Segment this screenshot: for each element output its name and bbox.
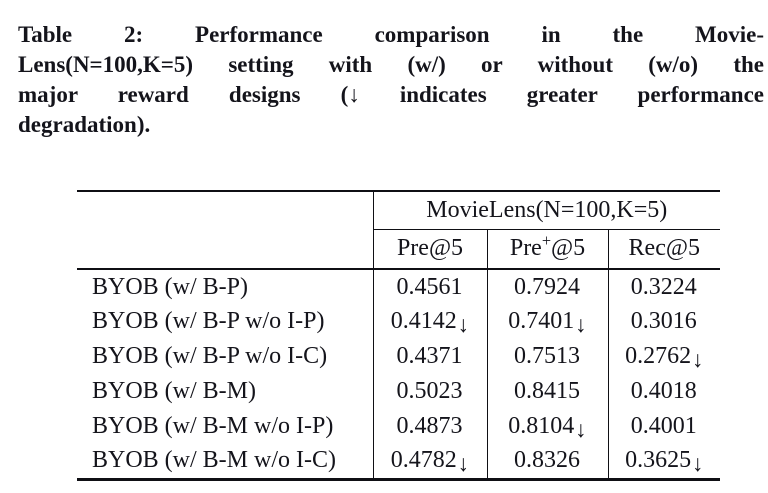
metric-value-cell: 0.4142↓ <box>372 304 487 339</box>
metric-header-row: Pre@5 Pre+@5 Rec@5 <box>77 229 721 270</box>
metric-value-cell: 0.7924 <box>486 269 608 304</box>
down-arrow: ↓ <box>457 451 470 477</box>
column-header-pre5: Pre@5 <box>372 229 487 270</box>
metric-value-cell: 0.2762↓ <box>607 339 721 374</box>
metric-value-cell: 0.4782↓ <box>372 444 487 479</box>
metric-value-cell: 0.5023 <box>372 374 487 409</box>
metric-value: 0.3625 <box>625 447 692 474</box>
caption-line-3: major reward designs (↓ indicates greate… <box>18 82 764 107</box>
table-row: BYOB (w/ B-P) 0.4561 0.7924 0.3224 <box>77 269 721 304</box>
metric-value-cell: 0.3625↓ <box>607 444 721 479</box>
down-arrow: ↓ <box>575 417 587 442</box>
metric-value-cell: 0.8415 <box>486 374 608 409</box>
row-label: BYOB (w/ B-M) <box>92 378 257 404</box>
metric-value: 0.8104 <box>508 413 575 439</box>
row-label: BYOB (w/ B-P) <box>92 273 249 300</box>
metric-value-cell: 0.3224 <box>607 269 721 304</box>
metric-value: 0.4001 <box>630 413 697 439</box>
metric-value: 0.2762 <box>625 343 692 369</box>
metric-value-cell: 0.7401↓ <box>486 304 608 339</box>
metric-value-cell: 0.4018 <box>607 374 721 409</box>
metric-value-cell: 0.4371 <box>372 339 487 374</box>
metric-value: 0.4561 <box>396 273 463 300</box>
row-label: BYOB (w/ B-M w/o I-P) <box>92 413 334 439</box>
metric-value: 0.8326 <box>514 447 580 474</box>
table-caption: Table 2: Performance comparison in the M… <box>18 20 764 140</box>
spanner-row: MovieLens(N=100,K=5) <box>77 191 721 230</box>
down-arrow: ↓ <box>692 451 704 477</box>
table-row: BYOB (w/ B-P w/o I-C) 0.4371 0.7513 0.27… <box>77 339 721 374</box>
metric-value: 0.7401 <box>508 308 575 334</box>
table-row: BYOB (w/ B-P w/o I-P) 0.4142↓ 0.7401↓ 0.… <box>77 304 721 339</box>
metric-value-cell: 0.4873 <box>372 409 487 444</box>
metric-value: 0.4142 <box>390 308 457 334</box>
metric-value: 0.7924 <box>514 273 580 300</box>
metric-value-cell: 0.7513 <box>486 339 608 374</box>
empty-stub-cell <box>77 229 373 270</box>
metric-value: 0.8415 <box>514 378 580 404</box>
table-row: BYOB (w/ B-M) 0.5023 0.8415 0.4018 <box>77 374 721 409</box>
metric-value: 0.5023 <box>396 378 463 404</box>
down-arrow: ↓ <box>692 347 704 372</box>
row-label: BYOB (w/ B-P w/o I-P) <box>92 308 325 334</box>
caption-line-4: degradation). <box>18 112 151 137</box>
metric-value: 0.4873 <box>396 413 463 439</box>
metric-value-cell: 0.8104↓ <box>486 409 608 444</box>
column-header-pre-plus-5: Pre+@5 <box>486 229 608 270</box>
metric-value: 0.3224 <box>630 273 697 300</box>
metric-value: 0.7513 <box>514 343 580 369</box>
metric-value: 0.4018 <box>630 378 697 404</box>
down-arrow: ↓ <box>575 312 587 337</box>
metric-value-cell: 0.3016 <box>607 304 721 339</box>
metric-value: 0.4782 <box>390 447 457 474</box>
caption-line-2: Lens(N=100,K=5) setting with (w/) or wit… <box>18 52 764 77</box>
table-row: BYOB (w/ B-M w/o I-C) 0.4782↓ 0.8326 0.3… <box>77 444 721 479</box>
results-table: MovieLens(N=100,K=5) Pre@5 Pre+@5 Rec@5 … <box>77 190 721 481</box>
dataset-spanner-header: MovieLens(N=100,K=5) <box>372 191 721 230</box>
row-label: BYOB (w/ B-P w/o I-C) <box>92 343 328 369</box>
metric-value: 0.3016 <box>630 308 697 334</box>
metric-value-cell: 0.4561 <box>372 269 487 304</box>
caption-line-1: Table 2: Performance comparison in the M… <box>18 22 764 47</box>
table-row: BYOB (w/ B-M w/o I-P) 0.4873 0.8104↓ 0.4… <box>77 409 721 444</box>
metric-value: 0.4371 <box>396 343 463 369</box>
down-arrow: ↓ <box>457 312 470 337</box>
metric-value-cell: 0.8326 <box>486 444 608 479</box>
metric-value-cell: 0.4001 <box>607 409 721 444</box>
row-label: BYOB (w/ B-M w/o I-C) <box>92 447 336 474</box>
column-header-rec5: Rec@5 <box>607 229 721 270</box>
empty-stub-cell <box>77 191 373 229</box>
